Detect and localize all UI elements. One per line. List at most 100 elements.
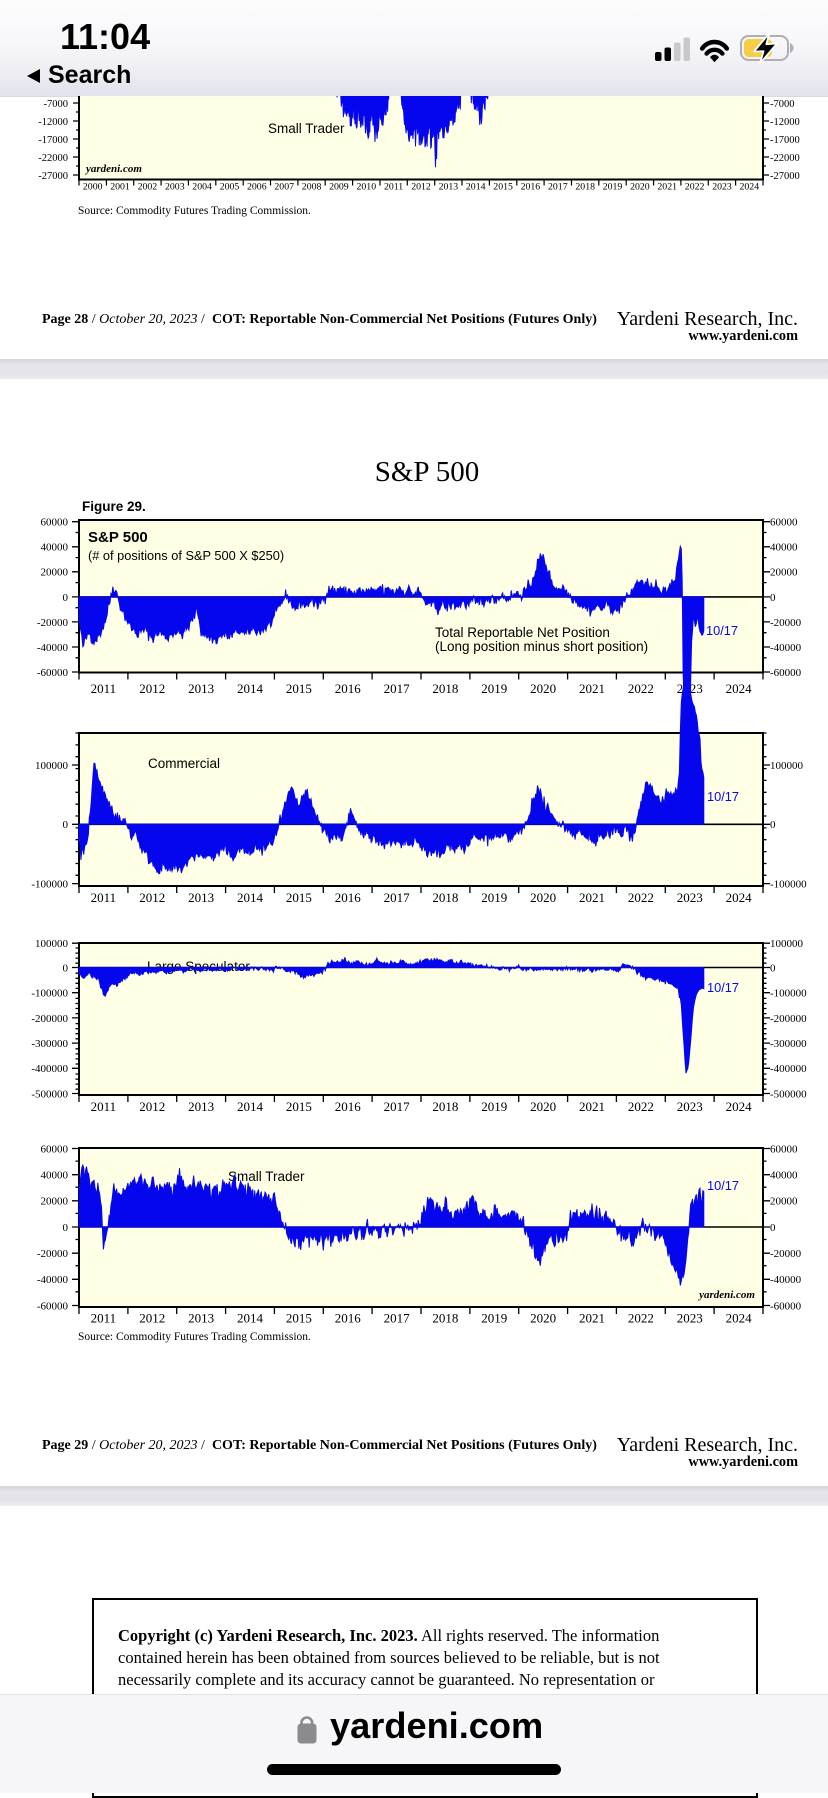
svg-text:2008: 2008: [302, 182, 322, 193]
svg-text:2016: 2016: [335, 1311, 362, 1326]
svg-text:100000: 100000: [770, 760, 804, 772]
svg-text:2020: 2020: [530, 681, 556, 696]
svg-text:-12000: -12000: [770, 117, 800, 128]
svg-text:-20000: -20000: [37, 1248, 69, 1260]
svg-text:2006: 2006: [247, 182, 267, 193]
svg-text:60000: 60000: [41, 517, 69, 529]
svg-text:2018: 2018: [432, 1311, 458, 1326]
svg-text:-60000: -60000: [37, 1300, 69, 1312]
svg-text:-40000: -40000: [37, 1274, 69, 1286]
svg-text:2021: 2021: [579, 681, 605, 696]
svg-text:2018: 2018: [432, 890, 458, 905]
svg-text:2013: 2013: [188, 1311, 214, 1326]
svg-text:-300000: -300000: [31, 1038, 68, 1050]
svg-text:2022: 2022: [628, 1311, 654, 1326]
svg-text:2012: 2012: [139, 681, 165, 696]
svg-text:0: 0: [770, 1222, 776, 1234]
svg-text:yardeni.com: yardeni.com: [697, 1289, 755, 1301]
svg-text:20000: 20000: [41, 567, 69, 579]
svg-text:2017: 2017: [548, 182, 568, 193]
svg-text:(# of positions of S&P 500 X $: (# of positions of S&P 500 X $250): [88, 548, 284, 563]
svg-text:-40000: -40000: [770, 1274, 802, 1286]
svg-text:2011: 2011: [384, 182, 403, 193]
svg-text:-7000: -7000: [770, 99, 795, 110]
svg-text:-60000: -60000: [770, 667, 802, 679]
svg-text:100000: 100000: [770, 938, 804, 950]
svg-text:2019: 2019: [481, 681, 507, 696]
svg-text:-20000: -20000: [37, 617, 69, 629]
svg-text:2011: 2011: [91, 1099, 117, 1114]
svg-text:2020: 2020: [630, 182, 650, 193]
svg-text:2017: 2017: [384, 1311, 411, 1326]
svg-text:2014: 2014: [237, 1311, 264, 1326]
svg-text:2011: 2011: [91, 681, 117, 696]
svg-text:2014: 2014: [237, 890, 264, 905]
svg-text:2014: 2014: [237, 681, 264, 696]
svg-text:20000: 20000: [770, 1196, 798, 1208]
svg-text:2021: 2021: [579, 890, 605, 905]
svg-text:2024: 2024: [726, 681, 753, 696]
svg-text:40000: 40000: [41, 1170, 69, 1182]
svg-text:0: 0: [770, 962, 776, 974]
svg-text:-27000: -27000: [770, 171, 800, 182]
svg-text:40000: 40000: [770, 542, 798, 554]
svg-text:2020: 2020: [530, 1311, 556, 1326]
svg-text:10/17: 10/17: [707, 980, 739, 995]
svg-text:20000: 20000: [41, 1196, 69, 1208]
svg-text:2015: 2015: [286, 681, 312, 696]
svg-text:2019: 2019: [603, 182, 623, 193]
svg-text:-500000: -500000: [770, 1088, 807, 1100]
svg-text:2019: 2019: [481, 1311, 507, 1326]
svg-text:2022: 2022: [685, 182, 705, 193]
svg-text:2020: 2020: [530, 1099, 556, 1114]
svg-text:2014: 2014: [466, 182, 486, 193]
svg-text:2017: 2017: [384, 681, 411, 696]
svg-text:2013: 2013: [188, 1099, 214, 1114]
svg-text:2018: 2018: [432, 681, 458, 696]
svg-text:2005: 2005: [220, 182, 240, 193]
svg-text:2015: 2015: [493, 182, 513, 193]
svg-text:2015: 2015: [286, 1311, 312, 1326]
svg-text:-60000: -60000: [37, 667, 69, 679]
svg-text:2007: 2007: [274, 182, 294, 193]
svg-text:2017: 2017: [384, 890, 411, 905]
svg-text:-60000: -60000: [770, 1300, 802, 1312]
svg-text:2004: 2004: [192, 182, 212, 193]
svg-text:2012: 2012: [139, 1099, 165, 1114]
svg-text:2021: 2021: [579, 1099, 605, 1114]
svg-text:-400000: -400000: [31, 1063, 68, 1075]
svg-text:2022: 2022: [628, 890, 654, 905]
svg-text:2024: 2024: [726, 1099, 753, 1114]
svg-text:2010: 2010: [357, 182, 377, 193]
svg-text:40000: 40000: [770, 1170, 798, 1182]
svg-text:2024: 2024: [726, 1311, 753, 1326]
svg-text:2013: 2013: [439, 182, 459, 193]
svg-text:-100000: -100000: [31, 988, 68, 1000]
svg-text:-22000: -22000: [770, 153, 800, 164]
svg-text:2024: 2024: [726, 890, 753, 905]
svg-text:-500000: -500000: [31, 1088, 68, 1100]
svg-text:-22000: -22000: [38, 153, 68, 164]
svg-text:60000: 60000: [770, 517, 798, 529]
svg-text:-7000: -7000: [44, 99, 69, 110]
svg-text:2015: 2015: [286, 1099, 312, 1114]
svg-text:2012: 2012: [411, 182, 431, 193]
svg-text:60000: 60000: [41, 1143, 69, 1155]
svg-text:-200000: -200000: [770, 1013, 807, 1025]
svg-text:2020: 2020: [530, 890, 556, 905]
svg-text:-40000: -40000: [770, 642, 802, 654]
svg-text:2011: 2011: [91, 1311, 117, 1326]
svg-text:2023: 2023: [677, 890, 703, 905]
svg-text:2017: 2017: [384, 1099, 411, 1114]
svg-text:2013: 2013: [188, 890, 214, 905]
svg-text:-20000: -20000: [770, 617, 802, 629]
svg-text:2023: 2023: [712, 182, 732, 193]
svg-text:2013: 2013: [188, 681, 214, 696]
svg-text:-100000: -100000: [31, 879, 68, 891]
svg-text:2016: 2016: [521, 182, 541, 193]
svg-text:0: 0: [770, 819, 776, 831]
svg-text:-200000: -200000: [31, 1013, 68, 1025]
svg-text:-100000: -100000: [770, 988, 807, 1000]
svg-text:-12000: -12000: [38, 117, 68, 128]
svg-text:100000: 100000: [35, 938, 69, 950]
